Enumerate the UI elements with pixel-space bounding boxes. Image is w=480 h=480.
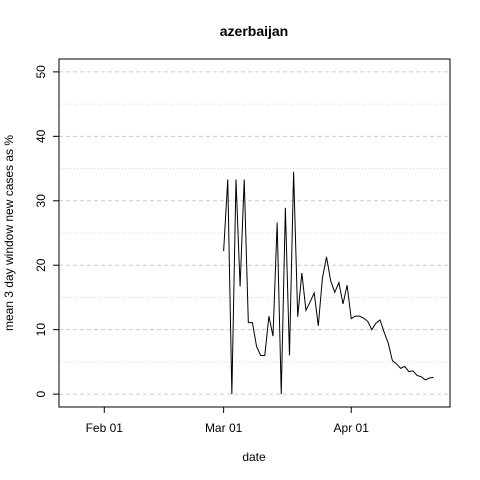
x-tick-label: Apr 01 bbox=[334, 421, 370, 435]
chart-title: azerbaijan bbox=[220, 23, 288, 39]
series-layer bbox=[223, 171, 434, 395]
y-tick-label: 20 bbox=[34, 258, 48, 272]
y-tick-label: 30 bbox=[34, 194, 48, 208]
x-axis-label: date bbox=[242, 450, 266, 464]
y-tick-label: 40 bbox=[34, 129, 48, 143]
x-tick-label: Feb 01 bbox=[86, 421, 124, 435]
y-axis: 0 10 20 30 40 50 bbox=[34, 65, 60, 397]
x-axis: Feb 01 Mar 01 Apr 01 bbox=[86, 406, 370, 435]
y-axis-label: mean 3 day window new cases as % bbox=[2, 135, 16, 331]
y-tick-label: 10 bbox=[34, 323, 48, 337]
series-line-0 bbox=[223, 171, 434, 395]
grid bbox=[59, 71, 450, 395]
x-tick-label: Mar 01 bbox=[205, 421, 243, 435]
y-tick-label: 0 bbox=[34, 390, 48, 397]
y-tick-label: 50 bbox=[34, 65, 48, 79]
